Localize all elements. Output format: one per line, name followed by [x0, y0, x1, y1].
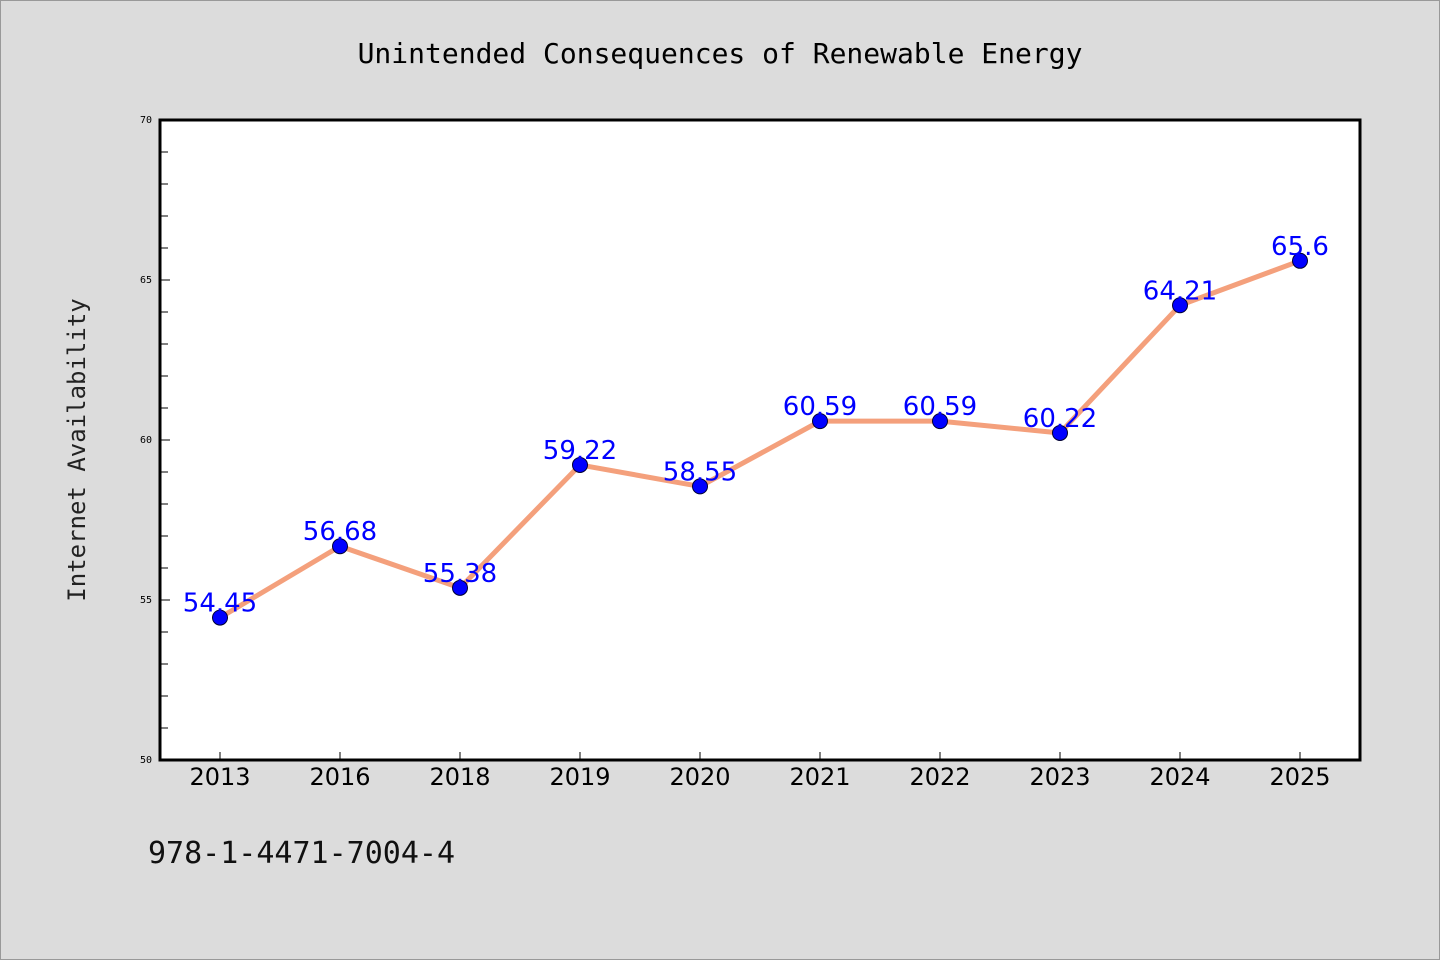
- x-tick-label: 2016: [309, 763, 370, 791]
- data-label: 55.38: [423, 559, 497, 589]
- x-tick-label: 2020: [669, 763, 730, 791]
- data-label: 60.59: [783, 392, 857, 422]
- x-tick-label: 2025: [1269, 763, 1330, 791]
- data-point: [932, 413, 948, 430]
- data-point: [332, 538, 348, 555]
- data-label: 65.6: [1271, 232, 1329, 262]
- data-point: [1172, 297, 1188, 314]
- data-point: [1292, 252, 1308, 269]
- y-axis: 50 55 60 65 70: [140, 115, 170, 766]
- series-line: [217, 258, 1303, 621]
- y-tick-label: 55: [140, 595, 152, 606]
- data-label: 56.68: [303, 517, 377, 547]
- data-label: 54.45: [183, 589, 257, 619]
- data-point: [212, 609, 228, 626]
- data-label-layer: 54.45 56.68 55.38 59.22 58.55 60.59 60.59 60.22…: [183, 232, 1329, 619]
- data-point: [572, 456, 588, 473]
- data-point: [1052, 424, 1068, 441]
- data-point: [812, 413, 828, 430]
- y-tick-label: 60: [140, 435, 152, 446]
- x-tick-label: 2019: [549, 763, 610, 791]
- plot-area: [158, 118, 1362, 762]
- x-tick-label: 2018: [429, 763, 490, 791]
- data-label: 58.55: [663, 457, 737, 487]
- data-point: [692, 478, 708, 495]
- series-layer: [212, 252, 1308, 626]
- x-tick-label: 2024: [1149, 763, 1210, 791]
- data-label: 60.22: [1023, 404, 1097, 434]
- y-axis-label: Internet Availability: [63, 298, 91, 601]
- x-tick-label: 2022: [909, 763, 970, 791]
- y-tick-label: 65: [140, 275, 152, 286]
- data-label: 59.22: [543, 436, 617, 466]
- x-tick-label: 2021: [789, 763, 850, 791]
- x-axis: 2013 2016 2018 2019 2020 2021 2022 2023 2024 2025: [189, 752, 1331, 791]
- x-tick-label: 2023: [1029, 763, 1090, 791]
- y-tick-label: 70: [140, 115, 152, 126]
- x-tick-label: 2013: [189, 763, 250, 791]
- data-label: 64.21: [1143, 276, 1217, 306]
- isbn-text: 978-1-4471-7004-4: [148, 836, 455, 871]
- y-tick-label: 50: [140, 755, 152, 766]
- data-point: [452, 579, 468, 596]
- data-label: 60.59: [903, 392, 977, 422]
- chart-title: Unintended Consequences of Renewable Ene…: [358, 37, 1083, 70]
